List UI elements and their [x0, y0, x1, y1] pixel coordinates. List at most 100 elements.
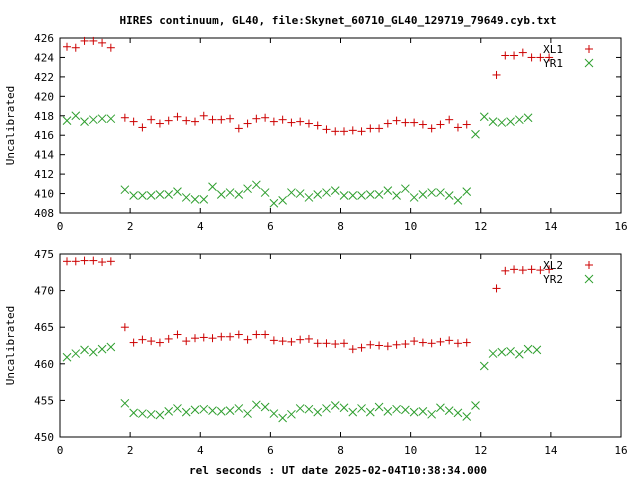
data-point	[340, 127, 349, 136]
legend-marker	[585, 261, 593, 269]
data-point	[98, 258, 107, 267]
plot-frame	[59, 253, 622, 438]
data-point	[129, 117, 138, 126]
data-point	[106, 43, 115, 52]
data-point	[357, 191, 366, 200]
data-point	[488, 349, 498, 358]
data-point	[383, 407, 393, 416]
data-point	[97, 114, 107, 124]
data-point	[234, 330, 243, 339]
data-point	[462, 187, 472, 196]
data-point	[427, 124, 436, 133]
data-point	[278, 115, 287, 124]
data-point	[313, 407, 323, 417]
data-point	[63, 257, 72, 266]
data-point	[120, 185, 130, 195]
data-point	[234, 190, 244, 199]
data-point	[366, 124, 375, 133]
data-point	[401, 405, 410, 415]
data-point	[62, 352, 72, 362]
y-tick-label: 455	[34, 394, 54, 407]
data-point	[80, 345, 89, 355]
data-point	[340, 339, 349, 348]
data-point	[182, 337, 191, 346]
data-point	[304, 404, 314, 414]
x-tick-label: 12	[474, 444, 487, 457]
data-point	[261, 113, 270, 122]
data-point	[331, 127, 340, 136]
data-point	[80, 117, 89, 126]
x-tick-label: 2	[127, 220, 134, 233]
data-point	[287, 118, 296, 127]
data-point	[106, 257, 115, 266]
data-point	[436, 403, 445, 413]
data-point	[243, 409, 252, 418]
data-point	[536, 53, 545, 62]
data-point	[501, 51, 510, 60]
y-tick-label: 418	[34, 110, 54, 123]
legend-marker	[585, 45, 593, 53]
x-tick-label: 6	[267, 444, 274, 457]
x-tick-label: 6	[267, 220, 274, 233]
data-point	[234, 404, 244, 413]
data-point	[392, 116, 401, 125]
data-point	[216, 407, 226, 416]
legend-label: XL2	[543, 259, 563, 272]
data-point	[383, 119, 392, 128]
data-point	[146, 191, 156, 200]
data-point	[536, 266, 545, 275]
data-point	[339, 191, 349, 200]
series-yr2	[62, 342, 542, 423]
data-point	[296, 335, 305, 344]
data-point	[129, 338, 138, 347]
data-point	[488, 117, 498, 126]
y-tick-label: 424	[34, 51, 54, 64]
data-point	[304, 193, 314, 202]
x-tick-label: 8	[337, 444, 344, 457]
data-point	[269, 198, 279, 208]
data-point	[71, 349, 81, 358]
y-tick-label: 416	[34, 129, 54, 142]
data-point	[208, 406, 217, 416]
data-point	[492, 284, 501, 293]
data-point	[410, 337, 419, 346]
data-point	[518, 48, 527, 57]
data-point	[278, 196, 288, 205]
data-point	[523, 344, 533, 354]
chart-panel-bottom: 0 2 4 6 8 10 12 14 16 450 455 460 465 470 475 Uncalibra…	[4, 248, 628, 457]
y-tick-label: 460	[34, 358, 54, 371]
data-point	[322, 404, 331, 413]
data-point	[71, 111, 81, 121]
data-point	[217, 115, 226, 124]
y-tick-label: 426	[34, 32, 54, 45]
data-point	[138, 335, 147, 344]
legend-label: YR2	[543, 273, 563, 286]
data-point	[287, 337, 296, 346]
data-point	[155, 190, 165, 199]
data-point	[287, 409, 296, 419]
data-point	[173, 187, 182, 196]
data-point	[71, 43, 80, 52]
y-tick-label: 408	[34, 207, 54, 220]
data-point	[532, 345, 542, 355]
data-point	[445, 336, 454, 345]
y-tick-label: 420	[34, 90, 54, 103]
x-tick-label: 4	[197, 220, 204, 233]
data-point	[392, 191, 401, 200]
data-point	[357, 127, 366, 136]
x-tick-label: 16	[614, 444, 627, 457]
y-tick-label: 450	[34, 431, 54, 444]
data-point	[216, 190, 226, 199]
data-point	[339, 403, 349, 413]
data-point	[278, 337, 287, 346]
data-point	[462, 120, 471, 129]
data-point	[383, 342, 392, 351]
data-point	[462, 412, 472, 421]
data-point	[453, 123, 462, 132]
data-point	[453, 196, 463, 205]
data-point	[164, 334, 173, 343]
data-point	[120, 113, 129, 122]
data-point	[462, 338, 471, 347]
data-point	[146, 409, 156, 419]
data-point	[545, 53, 554, 62]
